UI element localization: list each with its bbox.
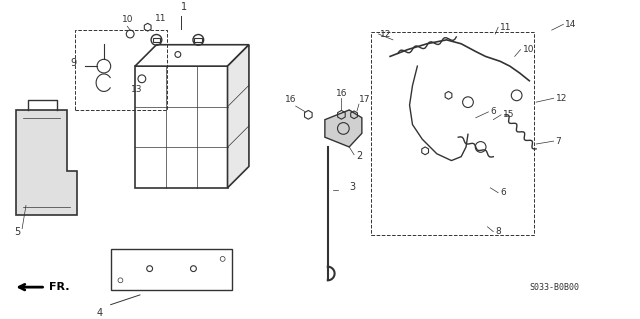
Bar xyxy=(75,30,167,110)
Text: 13: 13 xyxy=(131,85,143,94)
Text: S033-B0B00: S033-B0B00 xyxy=(529,283,579,292)
Polygon shape xyxy=(325,110,362,147)
Text: 8: 8 xyxy=(495,227,501,236)
Text: 1: 1 xyxy=(180,2,187,11)
Text: 9: 9 xyxy=(70,58,77,68)
Text: 12: 12 xyxy=(556,94,567,103)
Text: 5: 5 xyxy=(14,226,20,237)
Text: 10: 10 xyxy=(522,45,534,54)
Bar xyxy=(371,32,534,234)
Text: 6: 6 xyxy=(490,108,496,116)
Bar xyxy=(135,66,227,188)
Text: 4: 4 xyxy=(97,308,103,318)
Polygon shape xyxy=(227,45,249,188)
Text: 7: 7 xyxy=(556,137,561,145)
Text: FR.: FR. xyxy=(49,282,70,292)
Bar xyxy=(152,38,161,42)
Text: 10: 10 xyxy=(122,15,133,24)
Bar xyxy=(111,249,232,290)
Text: 12: 12 xyxy=(380,30,392,39)
Polygon shape xyxy=(135,45,249,66)
Text: 6: 6 xyxy=(500,188,506,197)
Text: 15: 15 xyxy=(503,110,515,119)
Text: 16: 16 xyxy=(285,95,296,104)
Text: 2: 2 xyxy=(356,151,362,161)
Text: 17: 17 xyxy=(359,95,371,104)
Text: 11: 11 xyxy=(500,23,511,32)
Bar xyxy=(195,38,202,42)
Polygon shape xyxy=(16,110,77,215)
Text: 16: 16 xyxy=(335,89,347,98)
Text: 11: 11 xyxy=(154,14,166,23)
Text: 14: 14 xyxy=(565,20,577,29)
Text: 3: 3 xyxy=(349,182,355,192)
